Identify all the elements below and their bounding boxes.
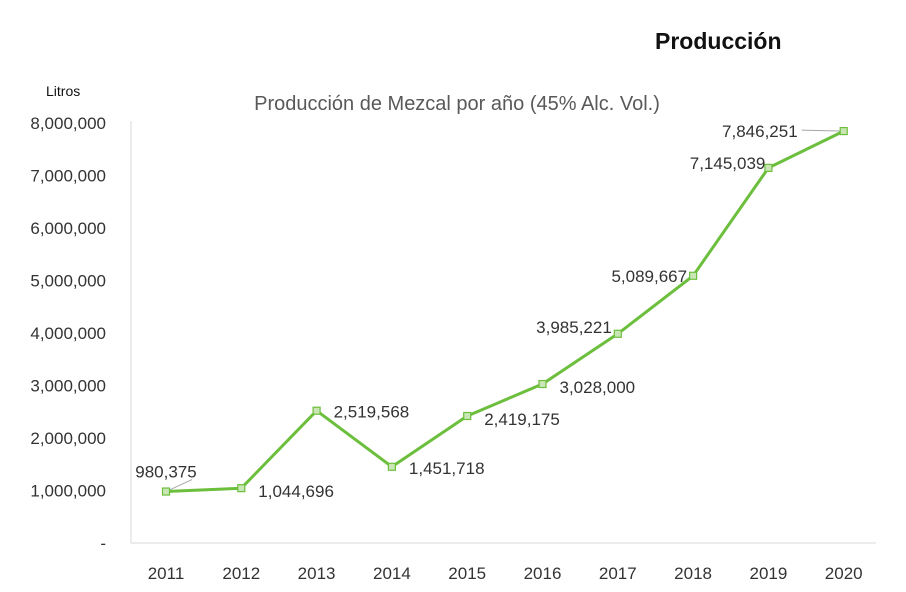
data-label: 7,145,039 <box>690 154 766 173</box>
y-tick-label: 2,000,000 <box>30 429 106 448</box>
label-leader-lines <box>165 129 844 492</box>
x-tick-label: 2013 <box>298 564 336 583</box>
data-label: 3,028,000 <box>560 378 636 397</box>
y-tick-label: 5,000,000 <box>30 272 106 291</box>
data-label: 5,089,667 <box>611 267 687 286</box>
y-tick-labels: - 1,000,000 2,000,000 3,000,000 4,000,000 5,0… <box>30 114 106 553</box>
data-label: 2,519,568 <box>334 403 410 422</box>
data-marker <box>839 126 848 136</box>
y-tick-label: - <box>100 534 106 553</box>
data-label: 1,044,696 <box>258 482 334 501</box>
x-tick-label: 2016 <box>524 564 562 583</box>
y-tick-label: 4,000,000 <box>30 324 106 343</box>
y-axis-label: Litros <box>46 83 81 99</box>
data-markers <box>161 126 848 496</box>
x-tick-labels: 2011 2012 2013 2014 2015 2016 2017 2018 2019 2020 <box>148 564 863 583</box>
data-marker <box>688 271 698 280</box>
data-marker <box>161 487 171 496</box>
x-tick-label: 2017 <box>599 564 637 583</box>
data-label: 7,846,251 <box>722 122 798 141</box>
data-label: 1,451,718 <box>409 459 485 478</box>
data-label: 980,375 <box>135 463 196 482</box>
y-tick-label: 7,000,000 <box>30 167 106 186</box>
data-label: 3,985,221 <box>536 318 612 337</box>
data-labels: 980,375 1,044,696 2,519,568 1,451,718 2,419,… <box>135 122 797 501</box>
x-tick-label: 2012 <box>222 564 260 583</box>
y-tick-label: 8,000,000 <box>30 114 106 133</box>
data-marker <box>312 406 321 415</box>
x-tick-label: 2014 <box>373 564 411 583</box>
x-tick-label: 2020 <box>825 564 863 583</box>
data-marker <box>387 462 396 471</box>
label-leader-line <box>165 479 193 492</box>
data-label: 2,419,175 <box>484 410 560 429</box>
x-tick-label: 2018 <box>674 564 712 583</box>
chart-title: Producción de Mezcal por año (45% Alc. V… <box>254 93 660 115</box>
page-heading: Producción <box>655 28 782 54</box>
x-tick-label: 2019 <box>749 564 787 583</box>
x-tick-label: 2015 <box>448 564 486 583</box>
x-tick-label: 2011 <box>148 564 185 583</box>
y-tick-label: 6,000,000 <box>30 219 106 238</box>
data-marker <box>463 411 472 421</box>
data-marker <box>613 329 622 338</box>
label-leader-line <box>801 129 844 132</box>
axes <box>130 121 876 544</box>
series-line <box>165 129 845 493</box>
data-marker <box>538 379 547 389</box>
y-tick-label: 3,000,000 <box>30 377 106 396</box>
data-marker <box>764 163 773 172</box>
data-marker <box>237 484 246 493</box>
y-tick-label: 1,000,000 <box>30 482 106 501</box>
